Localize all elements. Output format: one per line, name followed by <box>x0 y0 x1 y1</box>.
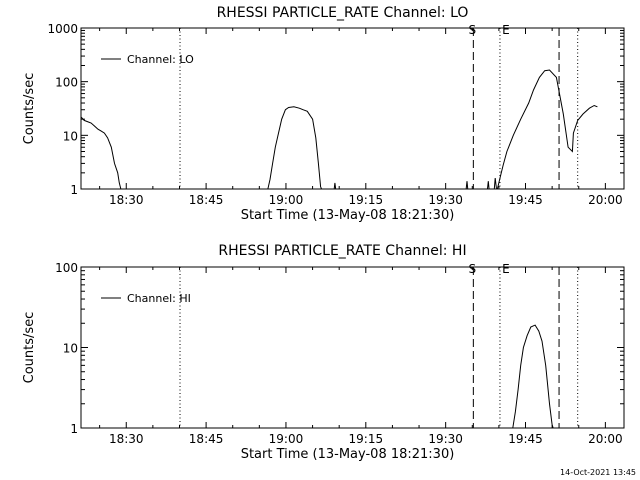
panel-1-y-axis-label: Counts/sec <box>22 73 37 145</box>
panel-1-x-axis-label: Start Time (13-May-08 18:21:30) <box>241 208 455 223</box>
panel-1-series-line <box>81 116 122 189</box>
panel-1-series-line <box>486 181 490 189</box>
panel-2-xtick-label: 19:00 <box>269 432 304 446</box>
panel-1-frame <box>80 27 625 190</box>
panel-2-xtick-label: 19:15 <box>349 432 384 446</box>
footer-timestamp: 14-Oct-2021 13:45 <box>560 468 636 477</box>
panel-2-ytick-label: 10 <box>63 342 78 356</box>
panel-2-xtick-label: 19:30 <box>428 432 463 446</box>
panel-2-xtick-label: 20:00 <box>588 432 623 446</box>
panel-1-ytick-label: 10 <box>63 129 78 143</box>
panel-2-series-line <box>512 324 554 428</box>
panel-2-legend-label: Channel: HI <box>127 292 191 305</box>
panel-2-x-axis-label: Start Time (13-May-08 18:21:30) <box>241 447 455 462</box>
panel-1-ytick-label: 1 <box>70 183 78 197</box>
panel-2-xtick-label: 18:45 <box>189 432 224 446</box>
panel-1-ytick-label: 1000 <box>47 22 78 36</box>
panel-2-title: RHESSI PARTICLE_RATE Channel: HI <box>218 243 466 259</box>
panel-1-xtick-label: 18:30 <box>109 193 144 207</box>
panel-1-xtick-label: 18:45 <box>189 193 224 207</box>
panel-1-legend-label: Channel: LO <box>127 53 194 66</box>
panel-2-marker-label: S <box>469 262 477 276</box>
panel-1-series-line <box>493 69 598 189</box>
panel-1-series-line <box>267 106 323 189</box>
panel-2-y-axis-label: Counts/sec <box>22 312 37 384</box>
panel-1-series-line <box>465 181 469 189</box>
panel-1-xtick-label: 19:00 <box>269 193 304 207</box>
panel-1-marker-label: E <box>502 23 510 37</box>
panel-1-title: RHESSI PARTICLE_RATE Channel: LO <box>217 5 469 21</box>
panel-2-ytick-label: 100 <box>55 261 78 275</box>
panel-2-marker-label: E <box>502 262 510 276</box>
panel-1-ytick-label: 100 <box>55 76 78 90</box>
panel-1-xtick-label: 19:15 <box>349 193 384 207</box>
panel-1-series-line <box>333 182 337 189</box>
panel-1-xtick-label: 19:30 <box>428 193 463 207</box>
panel-1-xtick-label: 20:00 <box>588 193 623 207</box>
panel-2-xtick-label: 19:45 <box>508 432 543 446</box>
panel-1-marker-label: S <box>469 23 477 37</box>
panel-2-ytick-label: 1 <box>70 422 78 436</box>
panel-1-xtick-label: 19:45 <box>508 193 543 207</box>
panel-2-xtick-label: 18:30 <box>109 432 144 446</box>
